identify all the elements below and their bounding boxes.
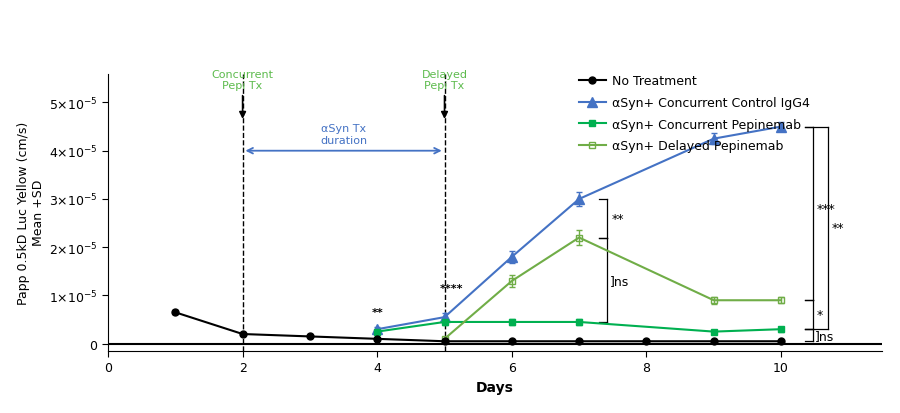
Text: Delayed
Pepi Tx: Delayed Pepi Tx [421, 70, 467, 91]
Text: **: ** [832, 222, 844, 235]
Text: ***: *** [816, 203, 835, 216]
Text: ****: **** [439, 283, 463, 293]
Y-axis label: Papp 0.5kD Luc Yellow (cm/s)
Mean +SD: Papp 0.5kD Luc Yellow (cm/s) Mean +SD [17, 121, 45, 304]
Text: *: * [816, 309, 823, 321]
Text: **: ** [372, 307, 383, 317]
Legend: No Treatment, αSyn+ Concurrent Control IgG4, αSyn+ Concurrent Pepinemab, αSyn+ D: No Treatment, αSyn+ Concurrent Control I… [579, 75, 810, 153]
Text: Concurrent
Pepi Tx: Concurrent Pepi Tx [212, 70, 274, 91]
Text: ]ns: ]ns [609, 275, 629, 288]
Text: αSyn Tx
duration: αSyn Tx duration [320, 124, 367, 145]
X-axis label: Days: Days [476, 380, 514, 394]
Text: **: ** [611, 212, 624, 225]
Text: ]ns: ]ns [814, 329, 834, 342]
